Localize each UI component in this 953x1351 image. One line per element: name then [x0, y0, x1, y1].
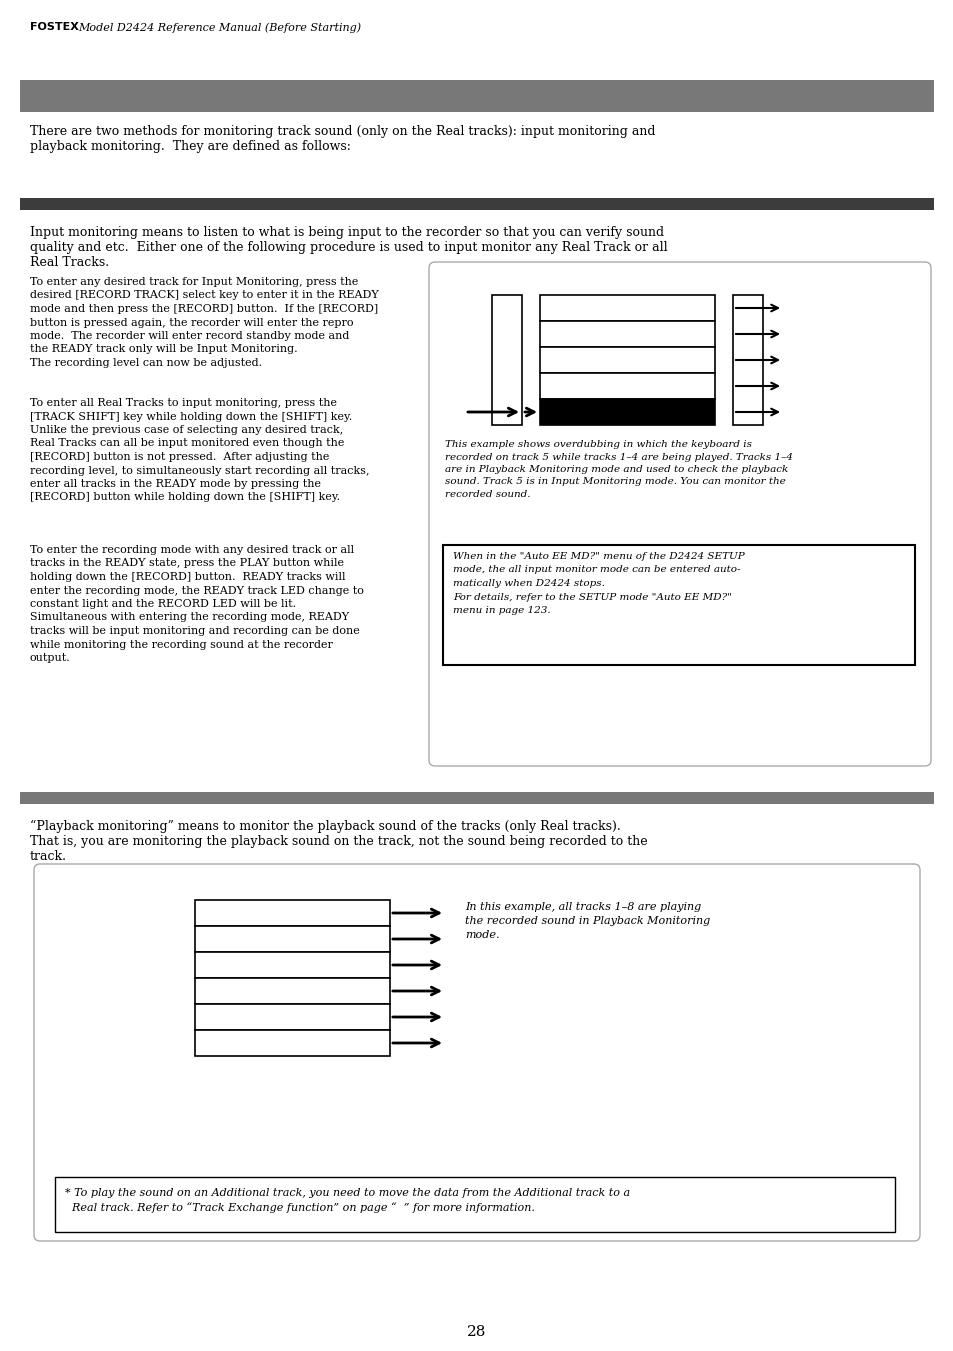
- Bar: [539, 295, 714, 322]
- Text: mode.  The recorder will enter record standby mode and: mode. The recorder will enter record sta…: [30, 331, 349, 340]
- Text: output.: output.: [30, 653, 71, 663]
- Text: [TRACK SHIFT] key while holding down the [SHIFT] key.: [TRACK SHIFT] key while holding down the…: [30, 412, 352, 422]
- Text: constant light and the RECORD LED will be lit.: constant light and the RECORD LED will b…: [30, 598, 295, 609]
- Text: playback monitoring.  They are defined as follows:: playback monitoring. They are defined as…: [30, 141, 351, 153]
- Bar: [539, 373, 714, 399]
- Text: FOSTEX: FOSTEX: [30, 22, 79, 32]
- Text: To enter the recording mode with any desired track or all: To enter the recording mode with any des…: [30, 544, 354, 555]
- Bar: [20, 792, 933, 804]
- Text: tracks in the READY state, press the PLAY button while: tracks in the READY state, press the PLA…: [30, 558, 344, 569]
- Text: To enter any desired track for Input Monitoring, press the: To enter any desired track for Input Mon…: [30, 277, 358, 286]
- Text: desired [RECORD TRACK] select key to enter it in the READY: desired [RECORD TRACK] select key to ent…: [30, 290, 378, 300]
- Bar: [55, 1177, 894, 1232]
- Bar: [539, 347, 714, 373]
- Bar: [194, 952, 390, 978]
- Bar: [194, 1029, 390, 1056]
- Text: recorded on track 5 while tracks 1–4 are being played. Tracks 1–4: recorded on track 5 while tracks 1–4 are…: [444, 453, 792, 462]
- Text: track.: track.: [30, 850, 67, 863]
- Text: For details, refer to the SETUP mode "Auto EE MD?": For details, refer to the SETUP mode "Au…: [453, 593, 731, 601]
- Bar: [194, 900, 390, 925]
- Text: mode, the all input monitor mode can be entered auto-: mode, the all input monitor mode can be …: [453, 566, 740, 574]
- Text: mode and then press the [RECORD] button.  If the [RECORD]: mode and then press the [RECORD] button.…: [30, 304, 377, 313]
- Text: * To play the sound on an Additional track, you need to move the data from the A: * To play the sound on an Additional tra…: [65, 1188, 630, 1198]
- Text: quality and etc.  Either one of the following procedure is used to input monitor: quality and etc. Either one of the follo…: [30, 240, 667, 254]
- Bar: [539, 322, 714, 347]
- Text: Simultaneous with entering the recording mode, READY: Simultaneous with entering the recording…: [30, 612, 349, 623]
- Text: [RECORD] button is not pressed.  After adjusting the: [RECORD] button is not pressed. After ad…: [30, 453, 329, 462]
- Text: “Playback monitoring” means to monitor the playback sound of the tracks (only Re: “Playback monitoring” means to monitor t…: [30, 820, 620, 834]
- Text: Input monitoring means to listen to what is being input to the recorder so that : Input monitoring means to listen to what…: [30, 226, 663, 239]
- Bar: [20, 80, 933, 112]
- Text: That is, you are monitoring the playback sound on the track, not the sound being: That is, you are monitoring the playback…: [30, 835, 647, 848]
- Bar: [20, 199, 933, 209]
- FancyBboxPatch shape: [429, 262, 930, 766]
- Bar: [732, 295, 762, 426]
- Text: sound. Track 5 is in Input Monitoring mode. You can monitor the: sound. Track 5 is in Input Monitoring mo…: [444, 477, 785, 486]
- Bar: [194, 1004, 390, 1029]
- Bar: [194, 925, 390, 952]
- Text: the recorded sound in Playback Monitoring: the recorded sound in Playback Monitorin…: [464, 916, 709, 925]
- Bar: [194, 978, 390, 1004]
- Text: There are two methods for monitoring track sound (only on the Real tracks): inpu: There are two methods for monitoring tra…: [30, 126, 655, 138]
- Bar: [539, 399, 714, 426]
- Text: Real track. Refer to “Track Exchange function” on page “  ” for more information: Real track. Refer to “Track Exchange fun…: [65, 1202, 535, 1213]
- Text: enter all tracks in the READY mode by pressing the: enter all tracks in the READY mode by pr…: [30, 480, 320, 489]
- Text: the READY track only will be Input Monitoring.: the READY track only will be Input Monit…: [30, 345, 297, 354]
- Text: mode.: mode.: [464, 929, 499, 940]
- Text: menu in page 123.: menu in page 123.: [453, 607, 550, 615]
- Text: When in the "Auto EE MD?" menu of the D2424 SETUP: When in the "Auto EE MD?" menu of the D2…: [453, 553, 744, 561]
- Text: In this example, all tracks 1–8 are playing: In this example, all tracks 1–8 are play…: [464, 902, 700, 912]
- Text: 28: 28: [467, 1325, 486, 1339]
- Bar: [492, 295, 521, 426]
- Bar: [442, 544, 914, 665]
- Text: The recording level can now be adjusted.: The recording level can now be adjusted.: [30, 358, 262, 367]
- Text: recording level, to simultaneously start recording all tracks,: recording level, to simultaneously start…: [30, 466, 369, 476]
- Text: enter the recording mode, the READY track LED change to: enter the recording mode, the READY trac…: [30, 585, 363, 596]
- Text: Model D2424 Reference Manual (Before Starting): Model D2424 Reference Manual (Before Sta…: [78, 22, 361, 32]
- Text: To enter all Real Tracks to input monitoring, press the: To enter all Real Tracks to input monito…: [30, 399, 336, 408]
- Text: while monitoring the recording sound at the recorder: while monitoring the recording sound at …: [30, 639, 333, 650]
- Text: Real Tracks.: Real Tracks.: [30, 255, 109, 269]
- Text: button is pressed again, the recorder will enter the repro: button is pressed again, the recorder wi…: [30, 317, 354, 327]
- Text: recorded sound.: recorded sound.: [444, 490, 530, 499]
- Text: Unlike the previous case of selecting any desired track,: Unlike the previous case of selecting an…: [30, 426, 343, 435]
- Text: holding down the [RECORD] button.  READY tracks will: holding down the [RECORD] button. READY …: [30, 571, 345, 582]
- Text: [RECORD] button while holding down the [SHIFT] key.: [RECORD] button while holding down the […: [30, 493, 340, 503]
- Text: This example shows overdubbing in which the keyboard is: This example shows overdubbing in which …: [444, 440, 751, 449]
- Text: are in Playback Monitoring mode and used to check the playback: are in Playback Monitoring mode and used…: [444, 465, 787, 474]
- Text: tracks will be input monitoring and recording can be done: tracks will be input monitoring and reco…: [30, 626, 359, 636]
- Text: matically when D2424 stops.: matically when D2424 stops.: [453, 580, 604, 588]
- FancyBboxPatch shape: [34, 865, 919, 1242]
- Text: Real Tracks can all be input monitored even though the: Real Tracks can all be input monitored e…: [30, 439, 344, 449]
